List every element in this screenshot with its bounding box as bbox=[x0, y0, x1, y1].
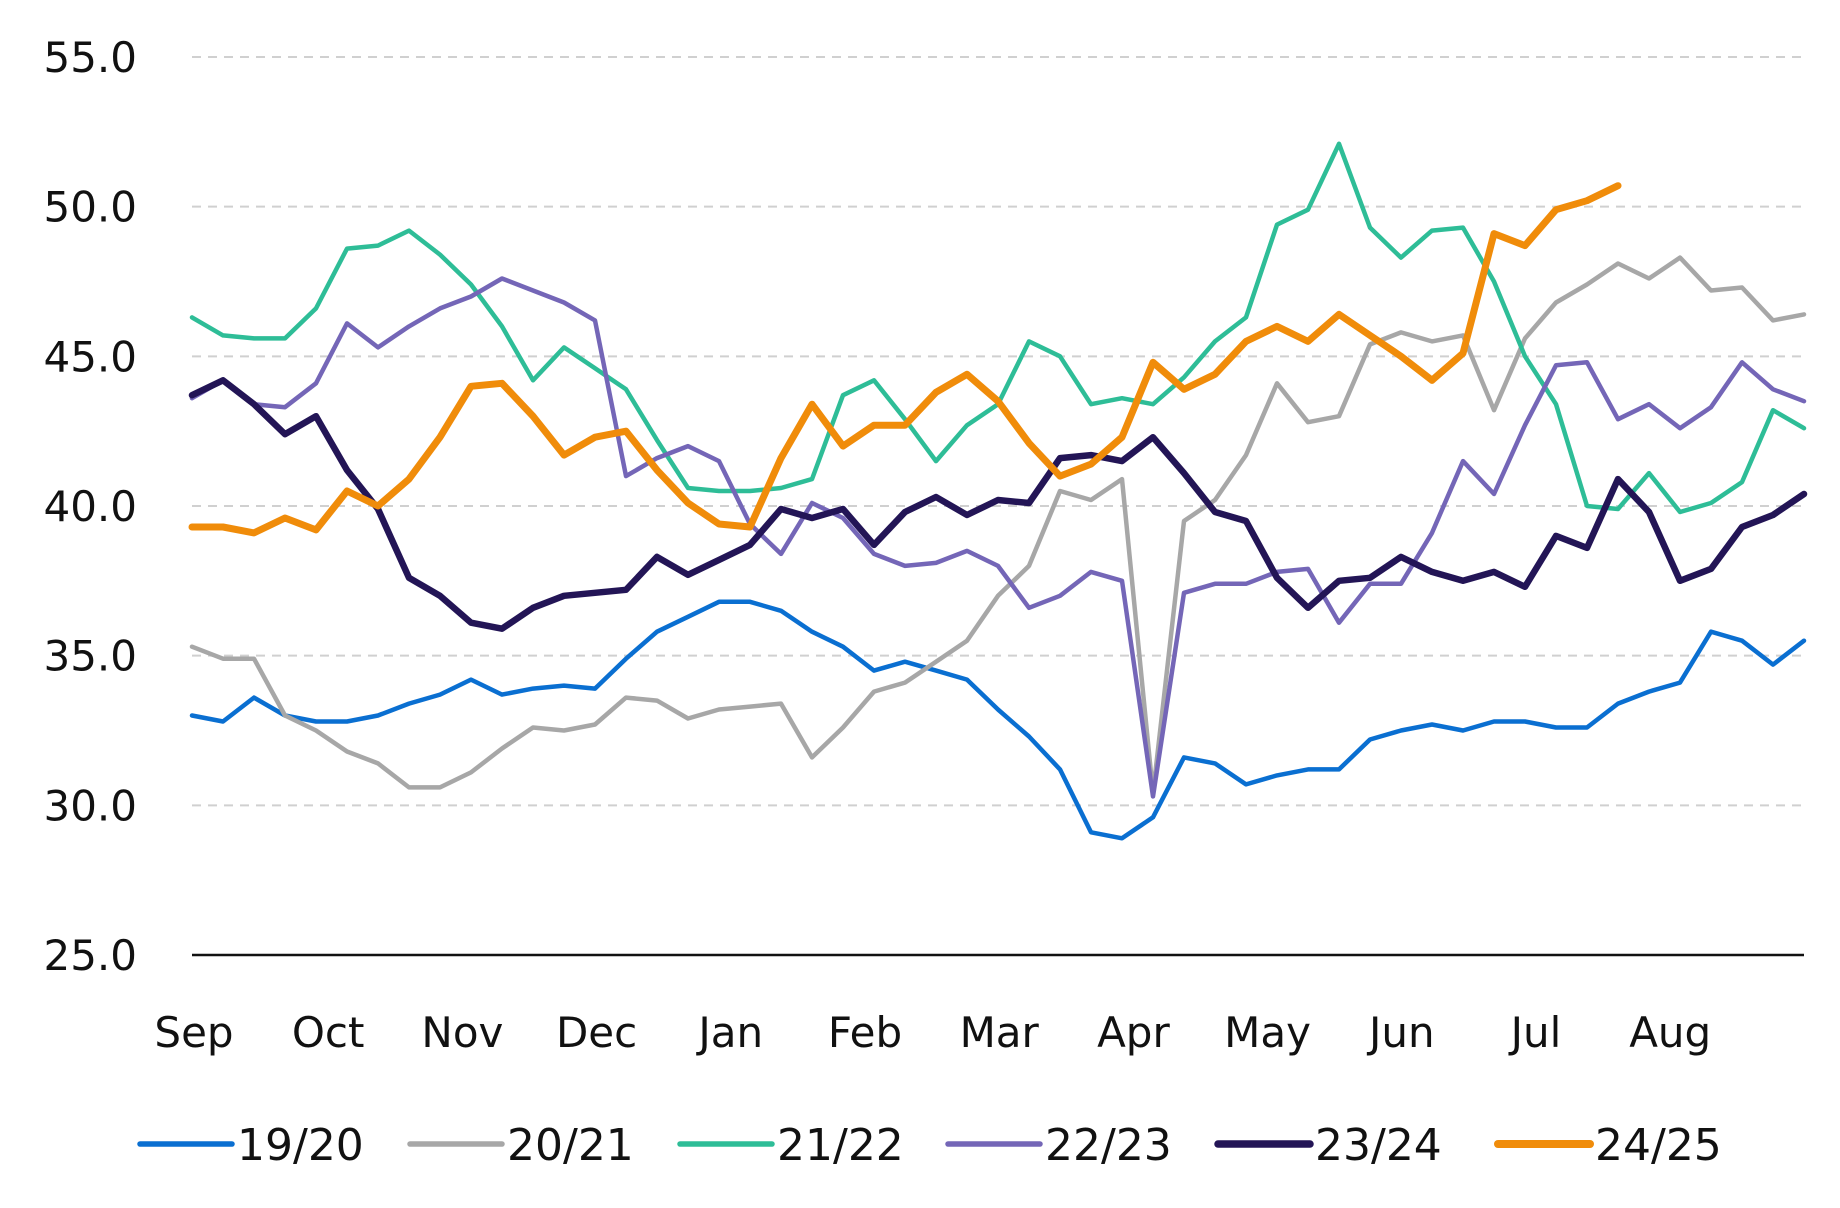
x-tick-label-aug: Aug bbox=[1629, 1008, 1711, 1057]
y-tick-label: 50.0 bbox=[43, 183, 137, 232]
series-line-22-23 bbox=[189, 276, 1807, 799]
legend-label: 19/20 bbox=[237, 1120, 364, 1171]
legend-label: 23/24 bbox=[1315, 1120, 1442, 1171]
x-tick-label-apr: Apr bbox=[1097, 1008, 1170, 1057]
series-line-20-21 bbox=[189, 255, 1807, 796]
x-tick-label-oct: Oct bbox=[292, 1008, 365, 1057]
x-tick-label-may: May bbox=[1224, 1008, 1311, 1057]
y-tick-label: 35.0 bbox=[43, 632, 137, 681]
series-line-19-20 bbox=[189, 599, 1807, 841]
series-lines bbox=[188, 141, 1808, 841]
x-tick-label-feb: Feb bbox=[828, 1008, 902, 1057]
x-tick-label-mar: Mar bbox=[960, 1008, 1040, 1057]
x-tick-label-nov: Nov bbox=[421, 1008, 503, 1057]
legend-label: 24/25 bbox=[1595, 1120, 1722, 1171]
legend-label: 21/22 bbox=[777, 1120, 904, 1171]
gridlines bbox=[192, 56, 1804, 807]
x-axis-tick-labels: Sep Oct Nov Dec Jan Feb Mar Apr May Jun Jul Aug bbox=[154, 1008, 1711, 1057]
y-tick-label: 40.0 bbox=[43, 482, 137, 531]
x-tick-label-sep: Sep bbox=[154, 1008, 233, 1057]
series-line-21-22 bbox=[189, 141, 1807, 515]
y-tick-label: 55.0 bbox=[43, 33, 137, 82]
series-line-24-25 bbox=[188, 182, 1622, 537]
x-tick-label-jun: Jun bbox=[1366, 1008, 1435, 1057]
x-tick-label-jul: Jul bbox=[1508, 1008, 1562, 1057]
legend-label: 20/21 bbox=[507, 1120, 634, 1171]
y-axis-tick-labels: 55.0 50.0 45.0 40.0 35.0 30.0 25.0 bbox=[43, 33, 137, 980]
series-line-23-24 bbox=[188, 377, 1808, 632]
y-tick-label: 25.0 bbox=[43, 931, 137, 980]
legend: 19/20 20/21 21/22 22/23 23/24 24/25 bbox=[137, 1120, 1722, 1171]
legend-label: 22/23 bbox=[1045, 1120, 1172, 1171]
x-tick-label-jan: Jan bbox=[695, 1008, 763, 1057]
x-tick-label-dec: Dec bbox=[556, 1008, 637, 1057]
y-tick-label: 30.0 bbox=[43, 781, 137, 830]
y-tick-label: 45.0 bbox=[43, 332, 137, 381]
